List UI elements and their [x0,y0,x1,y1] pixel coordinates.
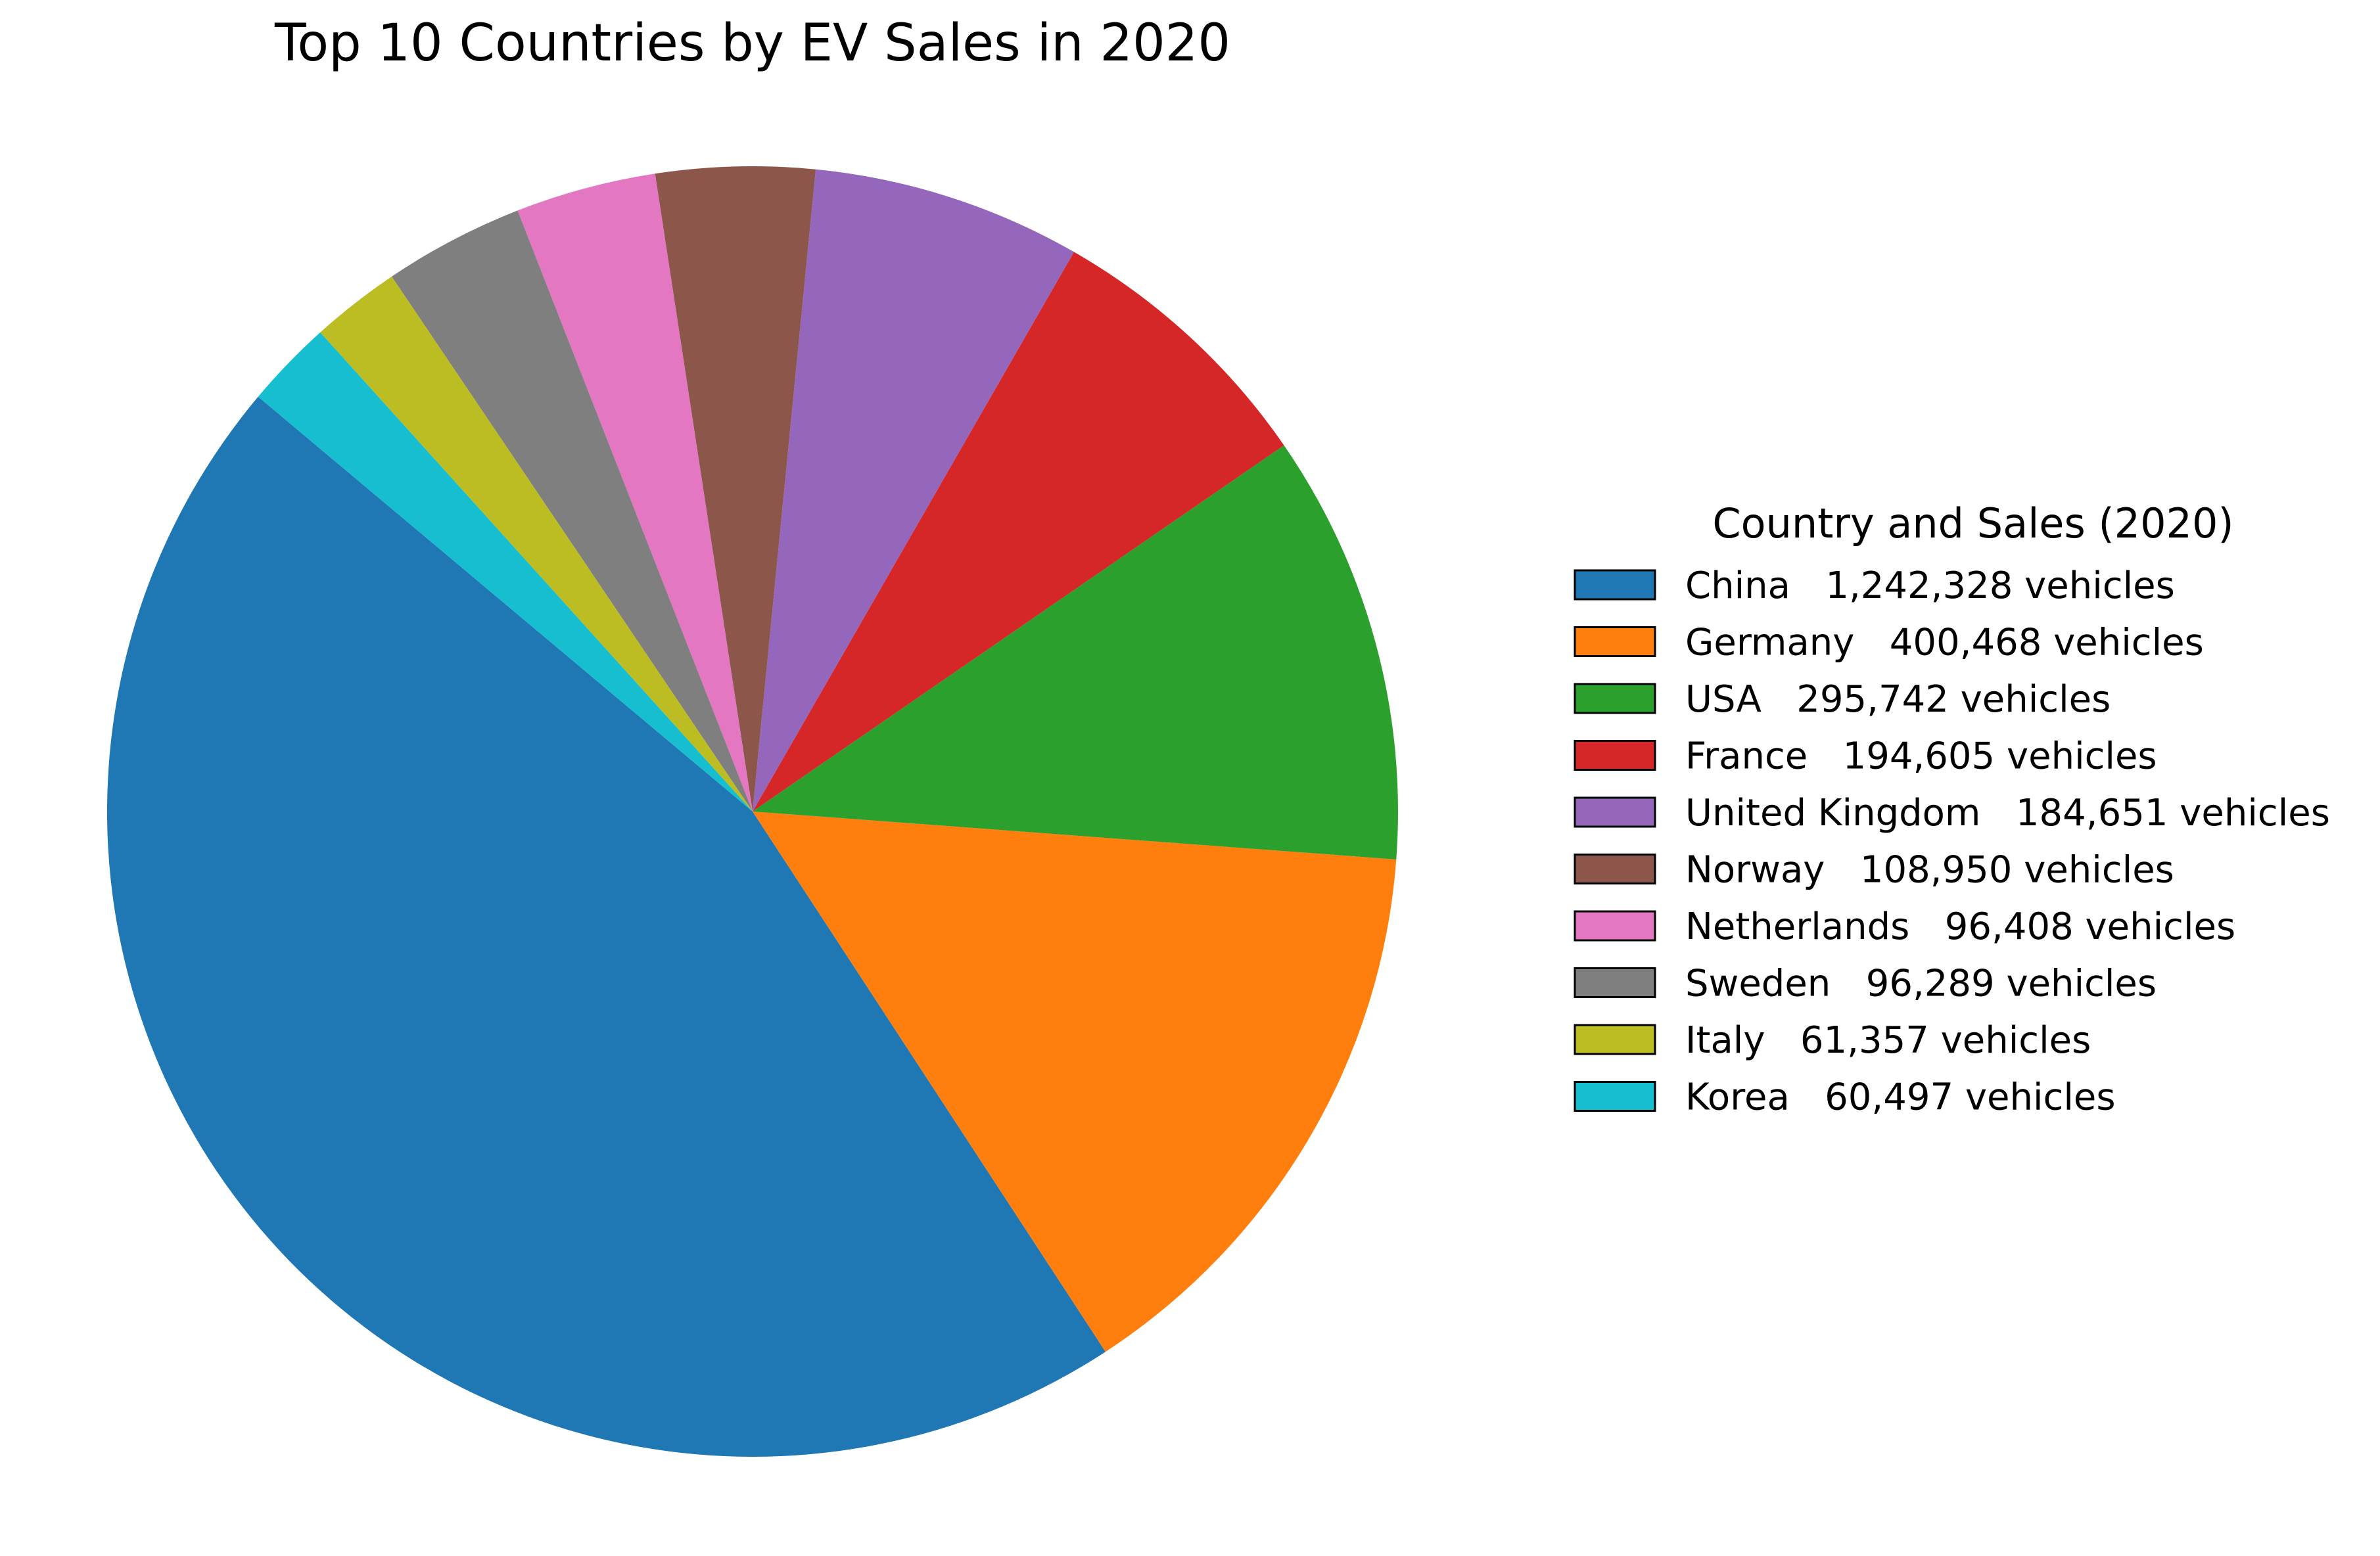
legend-label-usa: USA 295,742 vehicles [1685,678,2111,721]
legend-label-united-kingdom: United Kingdom 184,651 vehicles [1685,792,2330,835]
pie-slice-usa [753,445,1399,859]
legend-swatch-france [1574,740,1656,771]
legend-swatch-sweden [1574,967,1656,998]
pie-slice-italy [320,276,753,812]
pie-slice-germany [753,812,1397,1352]
legend-swatch-norway [1574,854,1656,884]
legend-swatch-germany [1574,626,1656,657]
legend-label-sweden: Sweden 96,289 vehicles [1685,963,2157,1005]
pie-slice-united-kingdom [753,169,1074,812]
legend-swatch-united-kingdom [1574,796,1656,828]
pie-slice-china [106,396,1106,1457]
legend-label-china: China 1,242,328 vehicles [1685,564,2175,607]
legend-label-norway: Norway 108,950 vehicles [1685,849,2174,892]
pie-slice-korea [258,332,753,812]
legend-label-france: France 194,605 vehicles [1685,735,2157,778]
legend-title: Country and Sales (2020) [1712,499,2233,547]
pie-slice-france [753,252,1284,812]
legend-swatch-china [1574,569,1656,601]
legend-label-italy: Italy 61,357 vehicles [1685,1019,2091,1062]
pie-slice-sweden [391,210,753,812]
legend-swatch-italy [1574,1024,1656,1055]
legend-label-netherlands: Netherlands 96,408 vehicles [1685,905,2235,948]
pie-slices [106,166,1399,1457]
legend-items: China 1,242,328 vehicles Germany 400,468 … [1574,564,2330,1119]
pie-slice-netherlands [517,173,753,812]
legend-swatch-netherlands [1574,910,1656,942]
legend: Country and Sales (2020) China 1,242,328… [1574,499,2330,1119]
chart-title: Top 10 Countries by EV Sales in 2020 [274,14,1230,73]
legend-swatch-usa [1574,683,1656,714]
legend-label-korea: Korea 60,497 vehicles [1685,1076,2116,1119]
legend-label-germany: Germany 400,468 vehicles [1685,622,2204,664]
pie-slice-norway [655,166,816,812]
legend-swatch-korea [1574,1081,1656,1112]
